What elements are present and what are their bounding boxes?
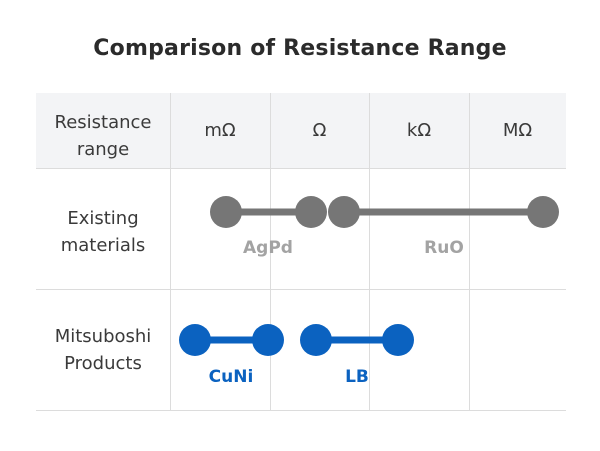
series-label-lb: LB	[345, 367, 369, 387]
column-header-megaohm: MΩ	[502, 120, 533, 141]
range-end-ruo	[527, 196, 559, 228]
row-label-mitsuboshi-products: Mitsuboshi Products	[54, 326, 152, 374]
header-row-label: Resistance range	[54, 112, 152, 160]
row-label-existing-materials: Existing materials	[60, 208, 146, 256]
column-header-ohm: Ω	[312, 120, 327, 141]
range-end-agpd	[295, 196, 327, 228]
range-start-agpd	[210, 196, 242, 228]
header-band	[36, 93, 566, 169]
series-label-ruo: RuO	[424, 238, 464, 258]
column-divider-4	[469, 93, 470, 410]
range-end-cuni	[252, 324, 284, 356]
series-label-cuni: CuNi	[209, 367, 254, 387]
column-header-kiloohm: kΩ	[406, 120, 432, 141]
range-start-lb	[300, 324, 332, 356]
column-divider-1	[170, 93, 171, 410]
column-divider-3	[369, 93, 370, 410]
range-start-ruo	[328, 196, 360, 228]
column-divider-2	[270, 93, 271, 410]
divider-header	[36, 168, 566, 169]
chart-title: Comparison of Resistance Range	[93, 36, 507, 61]
range-end-lb	[382, 324, 414, 356]
divider-row-1	[36, 289, 566, 290]
divider-bottom	[36, 410, 566, 411]
series-label-agpd: AgPd	[243, 238, 293, 258]
range-start-cuni	[179, 324, 211, 356]
column-header-milliohm: mΩ	[204, 120, 236, 141]
